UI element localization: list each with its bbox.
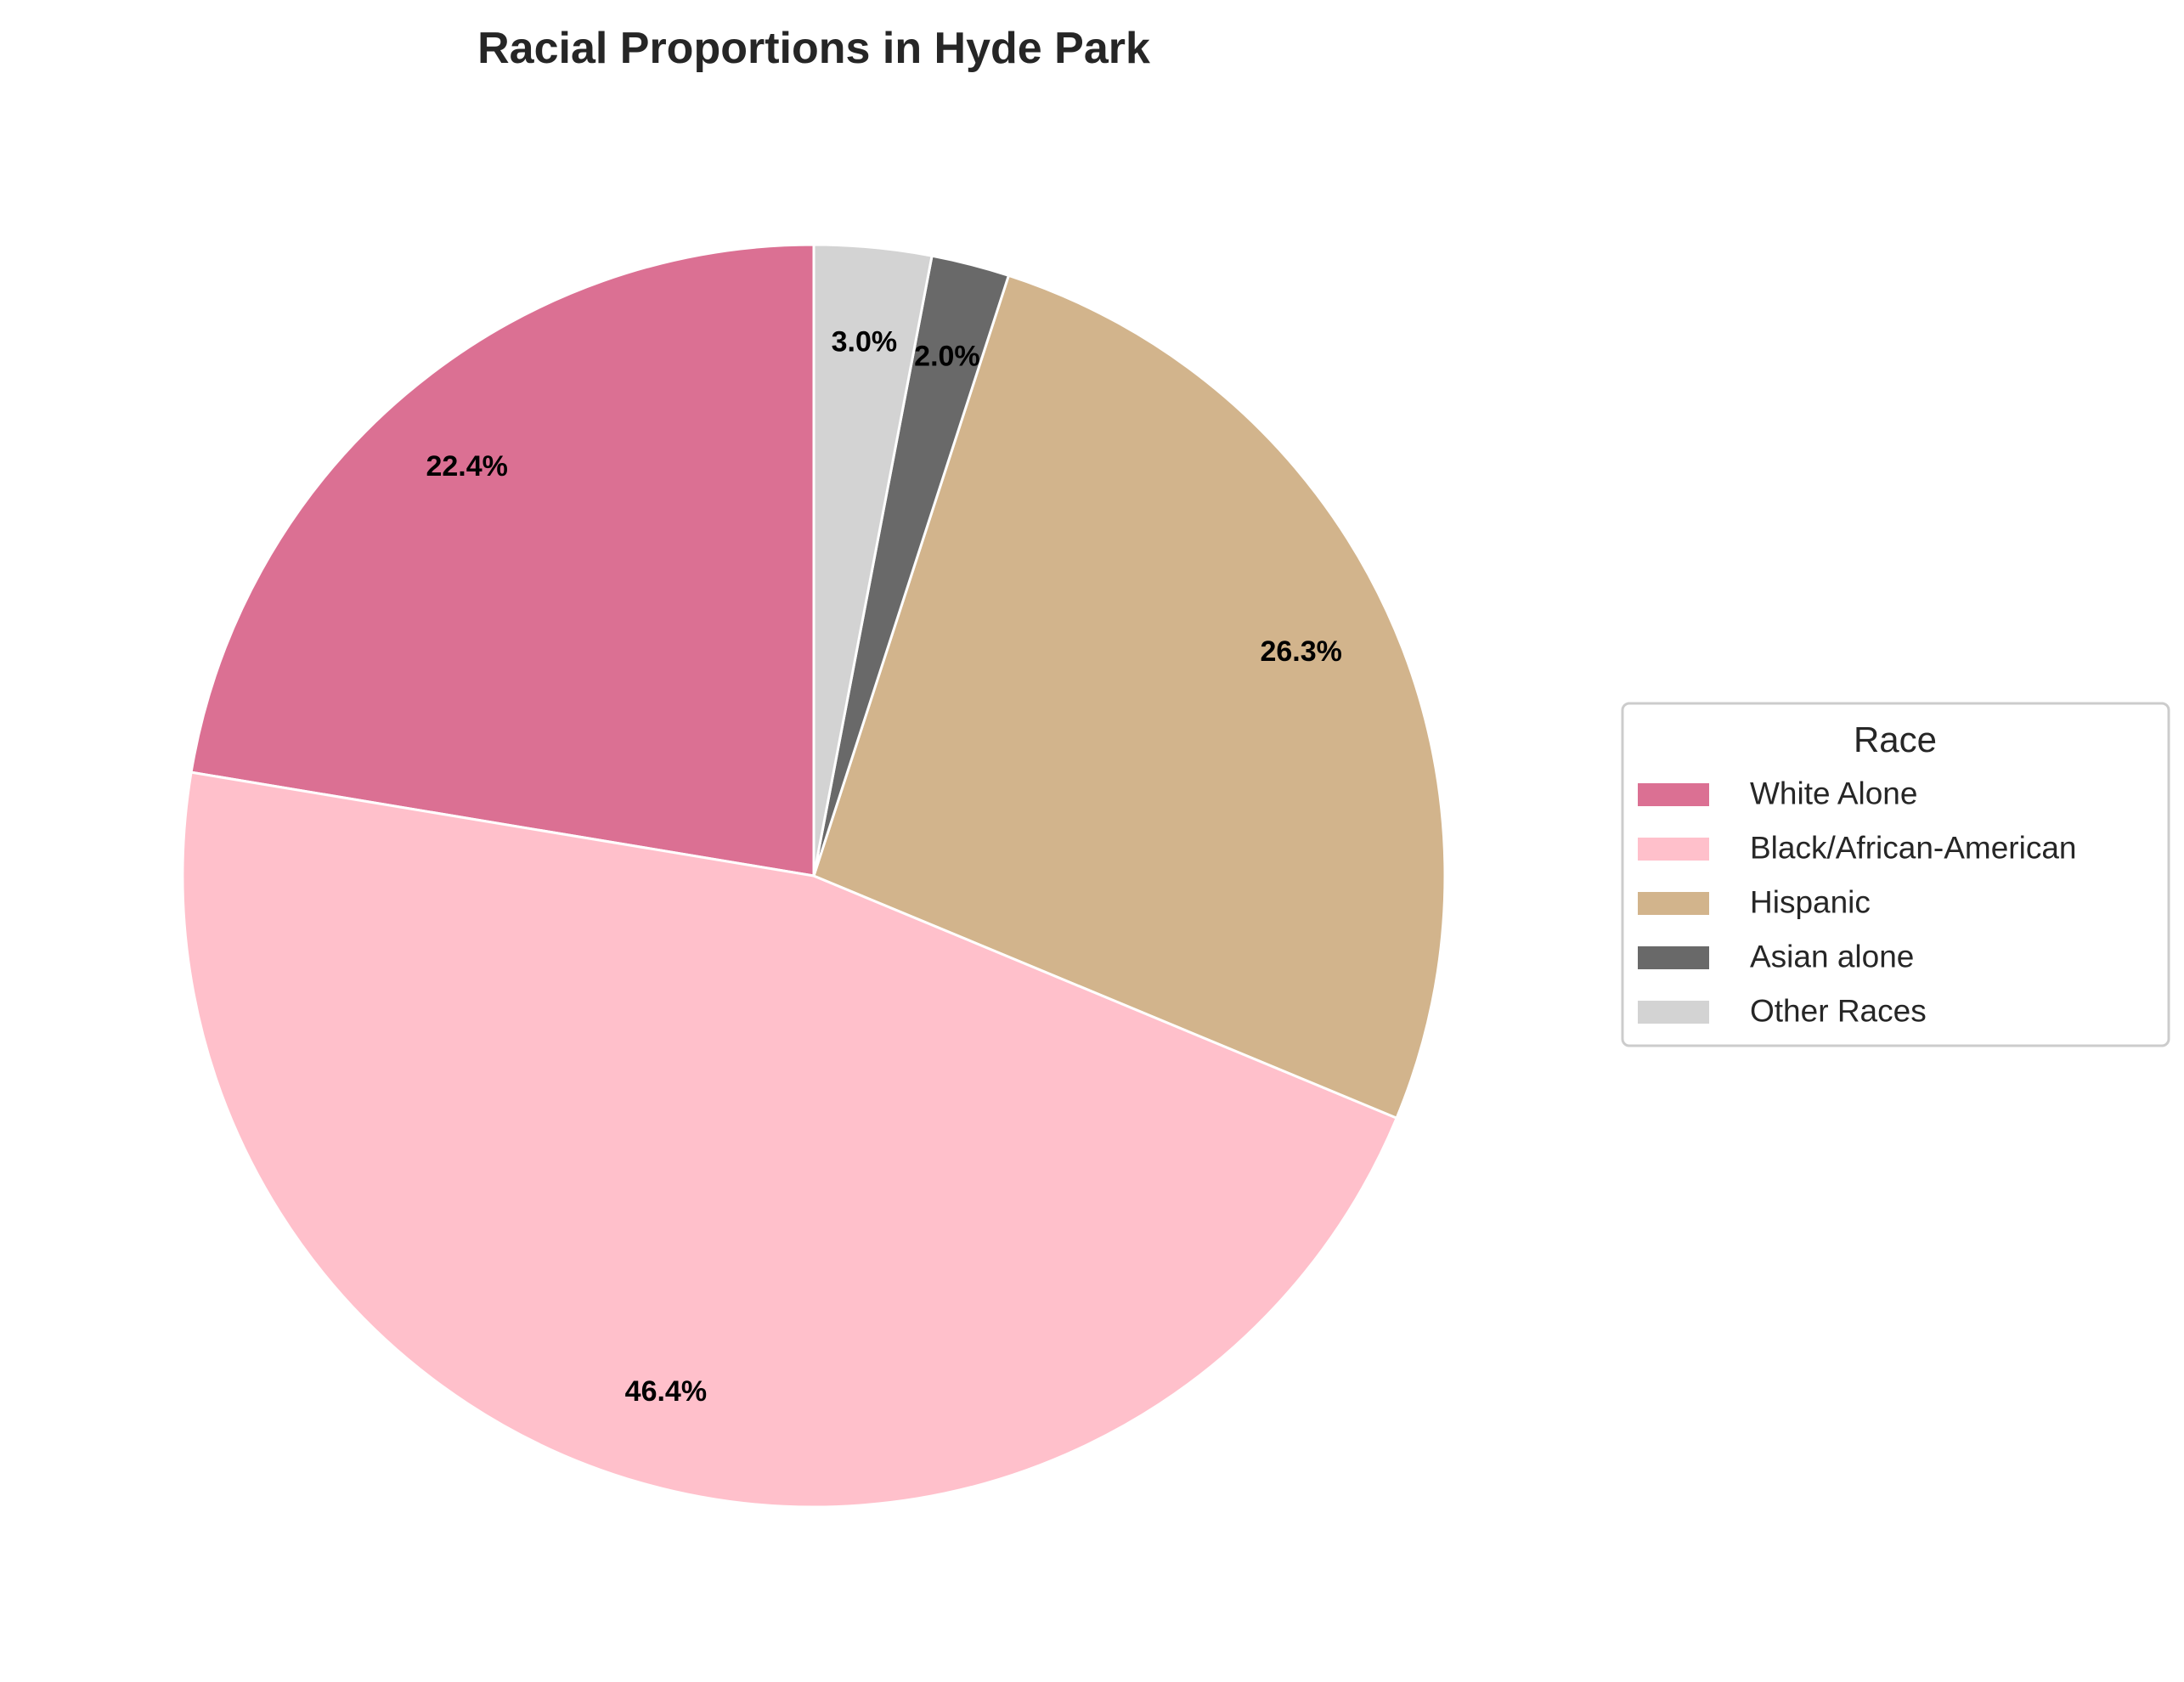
pie-slice-other-races: [812, 243, 934, 878]
pie-slice-label-black-african-american: 46.4%: [625, 1375, 707, 1408]
legend-label-other-races: Other Races: [1750, 994, 1927, 1029]
pie-slice-white-alone: [189, 243, 815, 878]
legend-items: White Alone Black/African-American Hispani…: [1638, 776, 2077, 1029]
pie-slices: [181, 243, 1447, 1509]
pie-slice-label-hispanic: 26.3%: [1260, 635, 1341, 668]
legend-label-asian-alone: Asian alone: [1750, 940, 1914, 974]
legend-swatch-other-races: [1638, 1001, 1709, 1024]
legend-frame: [1621, 702, 2170, 1047]
legend-swatch-white-alone: [1638, 783, 1709, 806]
pie-slice-label-asian-alone: 2.0%: [914, 340, 980, 372]
pie-slice-label-other-races: 3.0%: [832, 325, 898, 358]
legend-label-hispanic: Hispanic: [1750, 885, 1871, 920]
pie-slice-labels: 22.4% 46.4% 26.3% 2.0% 3.0%: [426, 325, 1341, 1408]
legend-swatch-black-african-american: [1638, 838, 1709, 861]
pie-slice-label-white-alone: 22.4%: [426, 450, 507, 483]
legend-title: Race: [1854, 720, 1937, 759]
chart-title: Racial Proportions in Hyde Park: [477, 24, 1150, 73]
pie-slice-black-african-american: [181, 770, 1398, 1509]
legend-label-white-alone: White Alone: [1750, 776, 1917, 811]
legend-swatch-hispanic: [1638, 892, 1709, 915]
pie-slice-hispanic: [812, 274, 1447, 1120]
legend-swatch-asian-alone: [1638, 946, 1709, 969]
legend-label-black-african-american: Black/African-American: [1750, 831, 2077, 866]
legend: Race White Alone Black/African-American Hi…: [1621, 702, 2170, 1047]
